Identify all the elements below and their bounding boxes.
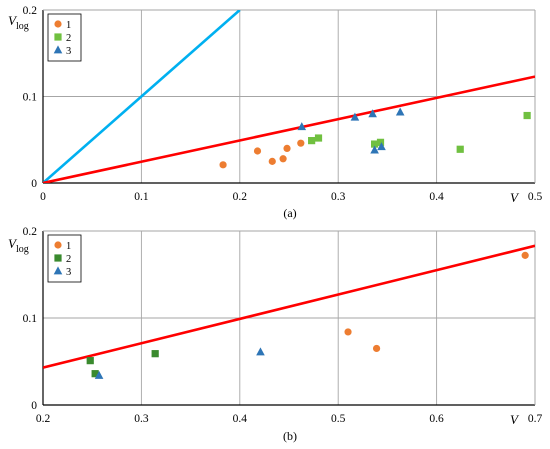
data-point-series-3: [395, 107, 405, 116]
y-tick-label: 0.2: [23, 226, 38, 238]
legend-label: 1: [66, 241, 71, 252]
legend-box: [47, 234, 82, 283]
legend: 1 2 3: [47, 234, 82, 283]
x-tick-label: 0.3: [331, 191, 346, 203]
panel-caption: (b): [283, 429, 297, 443]
series-1: [344, 251, 529, 353]
legend-label: 3: [66, 46, 71, 57]
legend-marker-1: [54, 241, 62, 249]
data-point-series-2: [314, 134, 323, 142]
data-point-series-2: [91, 370, 99, 378]
data-point-series-2: [151, 350, 159, 358]
data-point-series-2: [456, 145, 464, 153]
x-tick-label: 0.7: [528, 413, 543, 425]
data-point-series-2: [86, 357, 94, 365]
fit-line: [43, 244, 535, 369]
data-point-series-1: [344, 328, 352, 336]
series-1: [219, 139, 305, 169]
x-tick-label: 0.2: [36, 413, 51, 425]
x-axis-label: V: [510, 412, 520, 427]
x-axis-label: V: [510, 190, 520, 205]
x-tick-label: 0.1: [134, 191, 149, 203]
data-point-series-2: [371, 140, 379, 148]
y-tick-label: 0: [31, 178, 37, 190]
x-tick-label: 0.3: [134, 413, 149, 425]
legend-marker-2: [54, 33, 62, 41]
legend-marker-1: [54, 20, 62, 28]
x-tick-label: 0.4: [429, 191, 444, 203]
y-tick-label: 0: [31, 400, 37, 412]
data-point-series-3: [297, 122, 307, 131]
legend: 1 2 3: [47, 13, 82, 62]
data-point-series-3: [94, 370, 104, 379]
series-2: [308, 111, 531, 153]
data-point-series-3: [370, 145, 379, 154]
data-point-series-1: [268, 157, 276, 165]
y-axis-label-subscript: log: [16, 21, 29, 32]
data-point-series-3: [256, 347, 265, 356]
legend-box: [47, 13, 82, 62]
x-tick-label: 0: [40, 191, 46, 203]
x-tick-label: 0.5: [528, 191, 543, 203]
x-tick-label: 0.5: [331, 413, 346, 425]
data-point-series-1: [521, 251, 529, 259]
data-point-series-3: [368, 109, 377, 118]
legend-label: 2: [66, 254, 71, 265]
x-tick-label: 0.2: [233, 191, 248, 203]
data-point-series-1: [253, 147, 262, 155]
legend-marker-2: [54, 254, 62, 262]
y-axis-label-subscript: log: [16, 244, 29, 255]
legend-marker-3: [53, 45, 63, 54]
panel-caption: (a): [283, 206, 296, 220]
fit-line: [43, 10, 241, 183]
y-tick-label: 0.1: [23, 92, 38, 104]
fit-line: [43, 75, 535, 183]
data-point-series-1: [297, 139, 305, 147]
data-point-series-2: [376, 138, 385, 146]
y-tick-label: 0.2: [23, 5, 38, 17]
series-2: [86, 350, 159, 378]
legend-label: 3: [66, 267, 71, 278]
y-tick-label: 0.1: [23, 313, 38, 325]
chart-panel-b: 0.2 0.3 0.4 0.5 0.6 0.7 0 0.1 0.2 1 2 3 Vlog V (b): [8, 226, 542, 443]
legend-label: 2: [66, 33, 71, 44]
data-point-series-1: [219, 161, 227, 169]
data-point-series-1: [279, 155, 287, 163]
data-point-series-2: [308, 137, 316, 145]
legend-label: 1: [66, 20, 71, 31]
data-point-series-3: [377, 142, 386, 151]
y-axis-label: Vlog: [8, 236, 29, 255]
data-point-series-3: [350, 112, 360, 121]
x-tick-label: 0.6: [429, 413, 444, 425]
data-point-series-1: [283, 144, 291, 152]
series-3: [297, 107, 405, 154]
series-3: [94, 347, 265, 379]
data-point-series-1: [372, 344, 381, 353]
data-point-series-2: [523, 111, 531, 120]
legend-marker-3: [53, 266, 63, 275]
x-tick-label: 0.4: [233, 413, 248, 425]
